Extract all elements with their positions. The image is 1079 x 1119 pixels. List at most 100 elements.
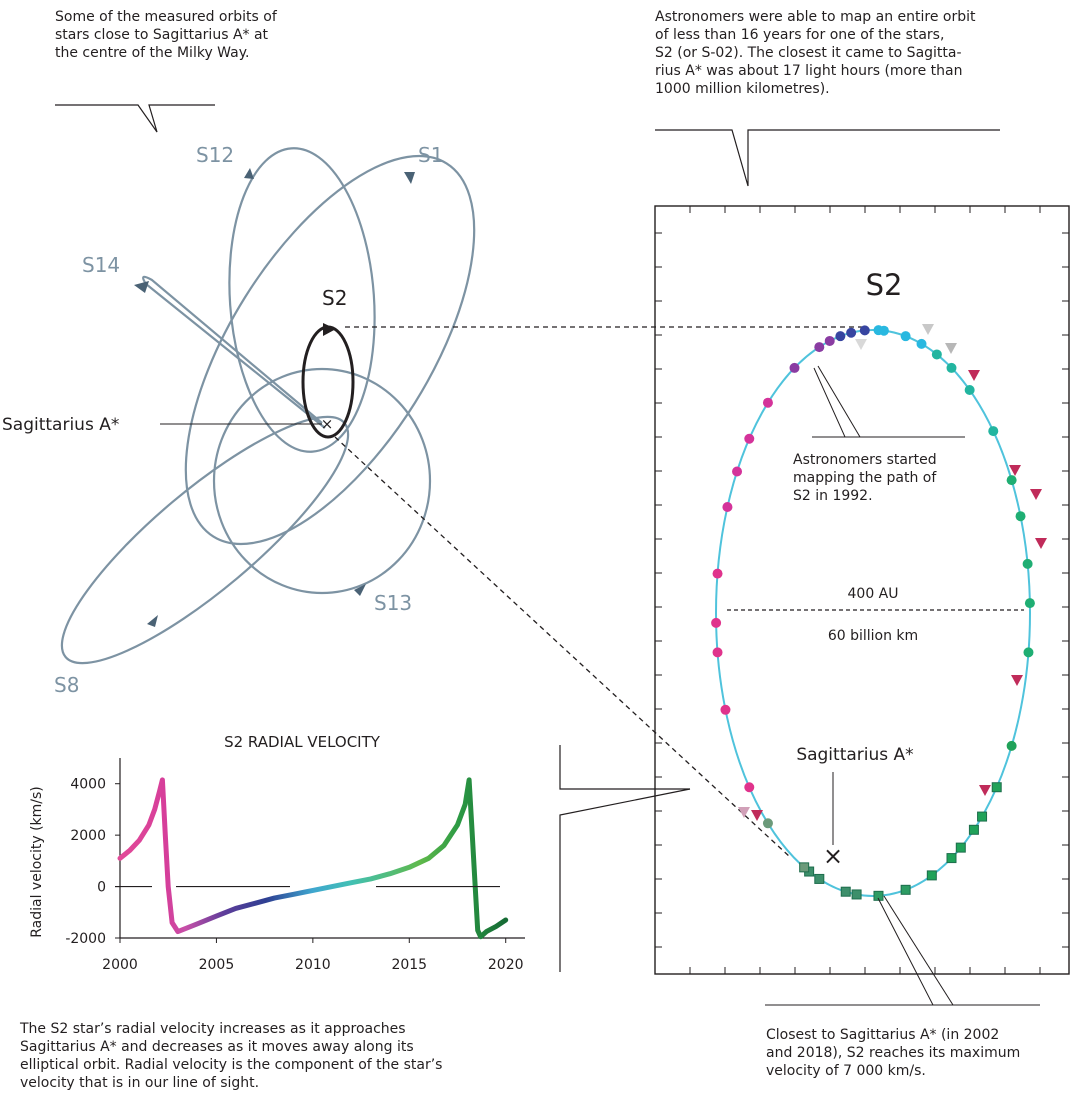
closest-pointer-2 [883, 895, 954, 1006]
observation-point [712, 647, 723, 658]
closest-pointer [765, 897, 934, 1006]
y-tick-label: -2000 [65, 931, 106, 947]
s2-caption-line: 1000 million kilometres). [655, 81, 830, 97]
observation-point [926, 870, 937, 881]
x-tick-label: 2020 [488, 957, 524, 973]
x-tick-label: 2000 [102, 957, 138, 973]
observation-point [744, 782, 755, 793]
velocity-caption-line: Sagittarius A* and decreases as it moves… [20, 1039, 414, 1055]
s2-orbit-panel: 400 AU 60 billion km S2 Sagittarius A* × [654, 129, 1070, 1006]
label-s1: S1 [418, 143, 443, 167]
observation-marker [1011, 675, 1023, 686]
observation-marker [945, 343, 957, 354]
observation-point [946, 853, 957, 864]
observation-point [1024, 598, 1035, 609]
observation-marker [855, 339, 867, 350]
mapping-caption-line: Astronomers started [793, 452, 937, 468]
s2-title: S2 [866, 268, 903, 302]
observation-marker [922, 324, 934, 335]
label-s8: S8 [54, 673, 79, 697]
arrow-s14 [134, 281, 149, 293]
observation-point [712, 568, 723, 579]
observation-point [946, 362, 957, 373]
observation-point [964, 384, 975, 395]
center-label: Sagittarius A* [2, 415, 119, 435]
observation-point [1022, 558, 1033, 569]
orbits-caption-line: the centre of the Milky Way. [55, 45, 250, 61]
s2-caption-pointer [655, 129, 1000, 187]
arrow-s8 [147, 615, 158, 627]
label-s13: S13 [374, 591, 412, 615]
observation-marker [979, 785, 991, 796]
s2-plot-frame [654, 205, 1070, 975]
orbits-caption: Some of the measured orbits of stars clo… [55, 8, 355, 62]
mapping-caption-line: mapping the path of [793, 470, 937, 486]
mapping-start-pointer [813, 367, 965, 438]
mapping-caption-line: S2 in 1992. [793, 488, 873, 504]
s2-caption-line: of less than 16 years for one of the sta… [655, 27, 945, 43]
label-s2: S2 [322, 286, 347, 310]
closest-caption-line: and 2018), S2 reaches its maximum [766, 1045, 1021, 1061]
observation-marker [1035, 538, 1047, 549]
closest-caption-line: Closest to Sagittarius A* (in 2002 [766, 1027, 1000, 1043]
radial-velocity-chart: S2 RADIAL VELOCITY Radial velocity (km/s… [29, 733, 525, 973]
observation-point [744, 433, 755, 444]
observation-point [955, 842, 966, 853]
observation-point [762, 818, 773, 829]
observation-point [916, 338, 927, 349]
y-tick-label: 2000 [70, 828, 106, 844]
chart-axes: -2000 0 2000 4000 2000 2005 2010 2015 2020 [65, 758, 525, 973]
observation-point [835, 331, 846, 342]
chart-bracket-2 [559, 788, 691, 972]
orbit-s12 [228, 147, 376, 453]
s2-caption-line: rius A* was about 17 light hours (more t… [655, 63, 963, 79]
s2-center-marker: × [823, 842, 843, 870]
mapping-start-pointer-2 [817, 365, 861, 438]
velocity-caption-line: The S2 star’s radial velocity increases … [20, 1021, 406, 1037]
width-label-km: 60 billion km [828, 628, 918, 644]
observation-point [722, 501, 733, 512]
arrow-s2 [323, 323, 336, 336]
closest-caption: Closest to Sagittarius A* (in 2002 and 2… [766, 1026, 1066, 1080]
observation-marker [968, 370, 980, 381]
observation-marker [751, 810, 763, 821]
observation-point [814, 342, 825, 353]
observation-point [762, 397, 773, 408]
y-tick-label: 0 [97, 880, 106, 896]
closest-caption-line: velocity of 7 000 km/s. [766, 1063, 926, 1079]
orbits-caption-pointer [55, 104, 215, 133]
observation-marker [738, 807, 750, 818]
arrow-s12 [244, 168, 254, 179]
orbits-caption-line: stars close to Sagittarius A* at [55, 27, 269, 43]
s2-center-label: Sagittarius A* [796, 745, 913, 765]
velocity-caption-line: velocity that is in our line of sight. [20, 1075, 260, 1091]
observation-point [988, 426, 999, 437]
s2-caption-line: Astronomers were able to map an entire o… [655, 9, 976, 25]
velocity-caption-line: elliptical orbit. Radial velocity is the… [20, 1057, 443, 1073]
s2-frame-ticks [655, 206, 1069, 974]
observation-point [840, 886, 851, 897]
s2-observations [711, 324, 1047, 901]
arrow-s1 [404, 172, 415, 184]
label-s14: S14 [82, 253, 120, 277]
observation-point [814, 873, 825, 884]
connector-bottom [334, 436, 791, 858]
observation-point [824, 335, 835, 346]
mapping-start-caption: Astronomers started mapping the path of … [793, 451, 993, 505]
orbits-diagram: × S12 S1 S14 S2 S13 S8 Sagittarius A* [2, 104, 476, 697]
observation-point [900, 331, 911, 342]
x-tick-label: 2015 [391, 957, 427, 973]
y-tick-label: 4000 [70, 777, 106, 793]
x-tick-label: 2010 [295, 957, 331, 973]
observation-marker [1030, 489, 1042, 500]
width-label-au: 400 AU [848, 586, 899, 602]
observation-point [1015, 511, 1026, 522]
chart-ylabel: Radial velocity (km/s) [29, 786, 45, 938]
arrow-s13 [354, 584, 366, 596]
velocity-caption: The S2 star’s radial velocity increases … [20, 1020, 540, 1092]
observation-point [968, 824, 979, 835]
observation-point [900, 884, 911, 895]
s2-caption-line: S2 (or S-02). The closest it came to Sag… [655, 45, 962, 61]
orbit-s14 [141, 275, 326, 429]
